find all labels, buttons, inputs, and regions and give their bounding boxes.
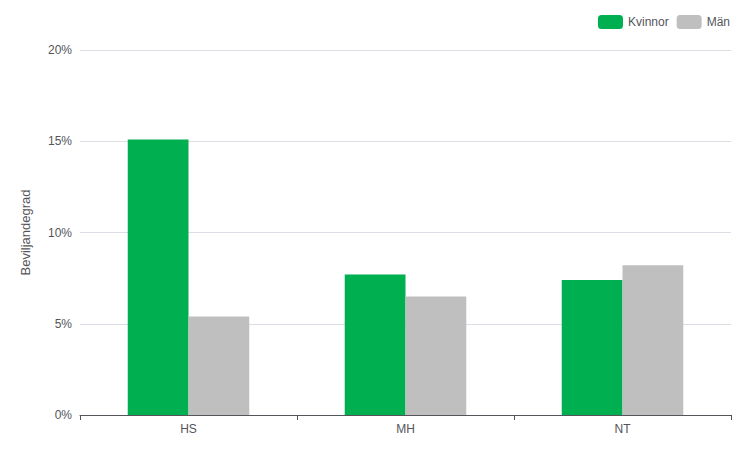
svg-text:HS: HS [180,422,197,436]
svg-text:0%: 0% [55,408,73,422]
svg-text:15%: 15% [48,134,72,148]
svg-text:Beviljandegrad: Beviljandegrad [18,189,33,275]
svg-text:20%: 20% [48,43,72,57]
svg-text:5%: 5% [55,317,73,331]
svg-text:Män: Män [707,15,730,29]
svg-text:10%: 10% [48,226,72,240]
svg-text:MH: MH [396,422,415,436]
svg-text:NT: NT [615,422,632,436]
svg-text:Kvinnor: Kvinnor [628,15,669,29]
